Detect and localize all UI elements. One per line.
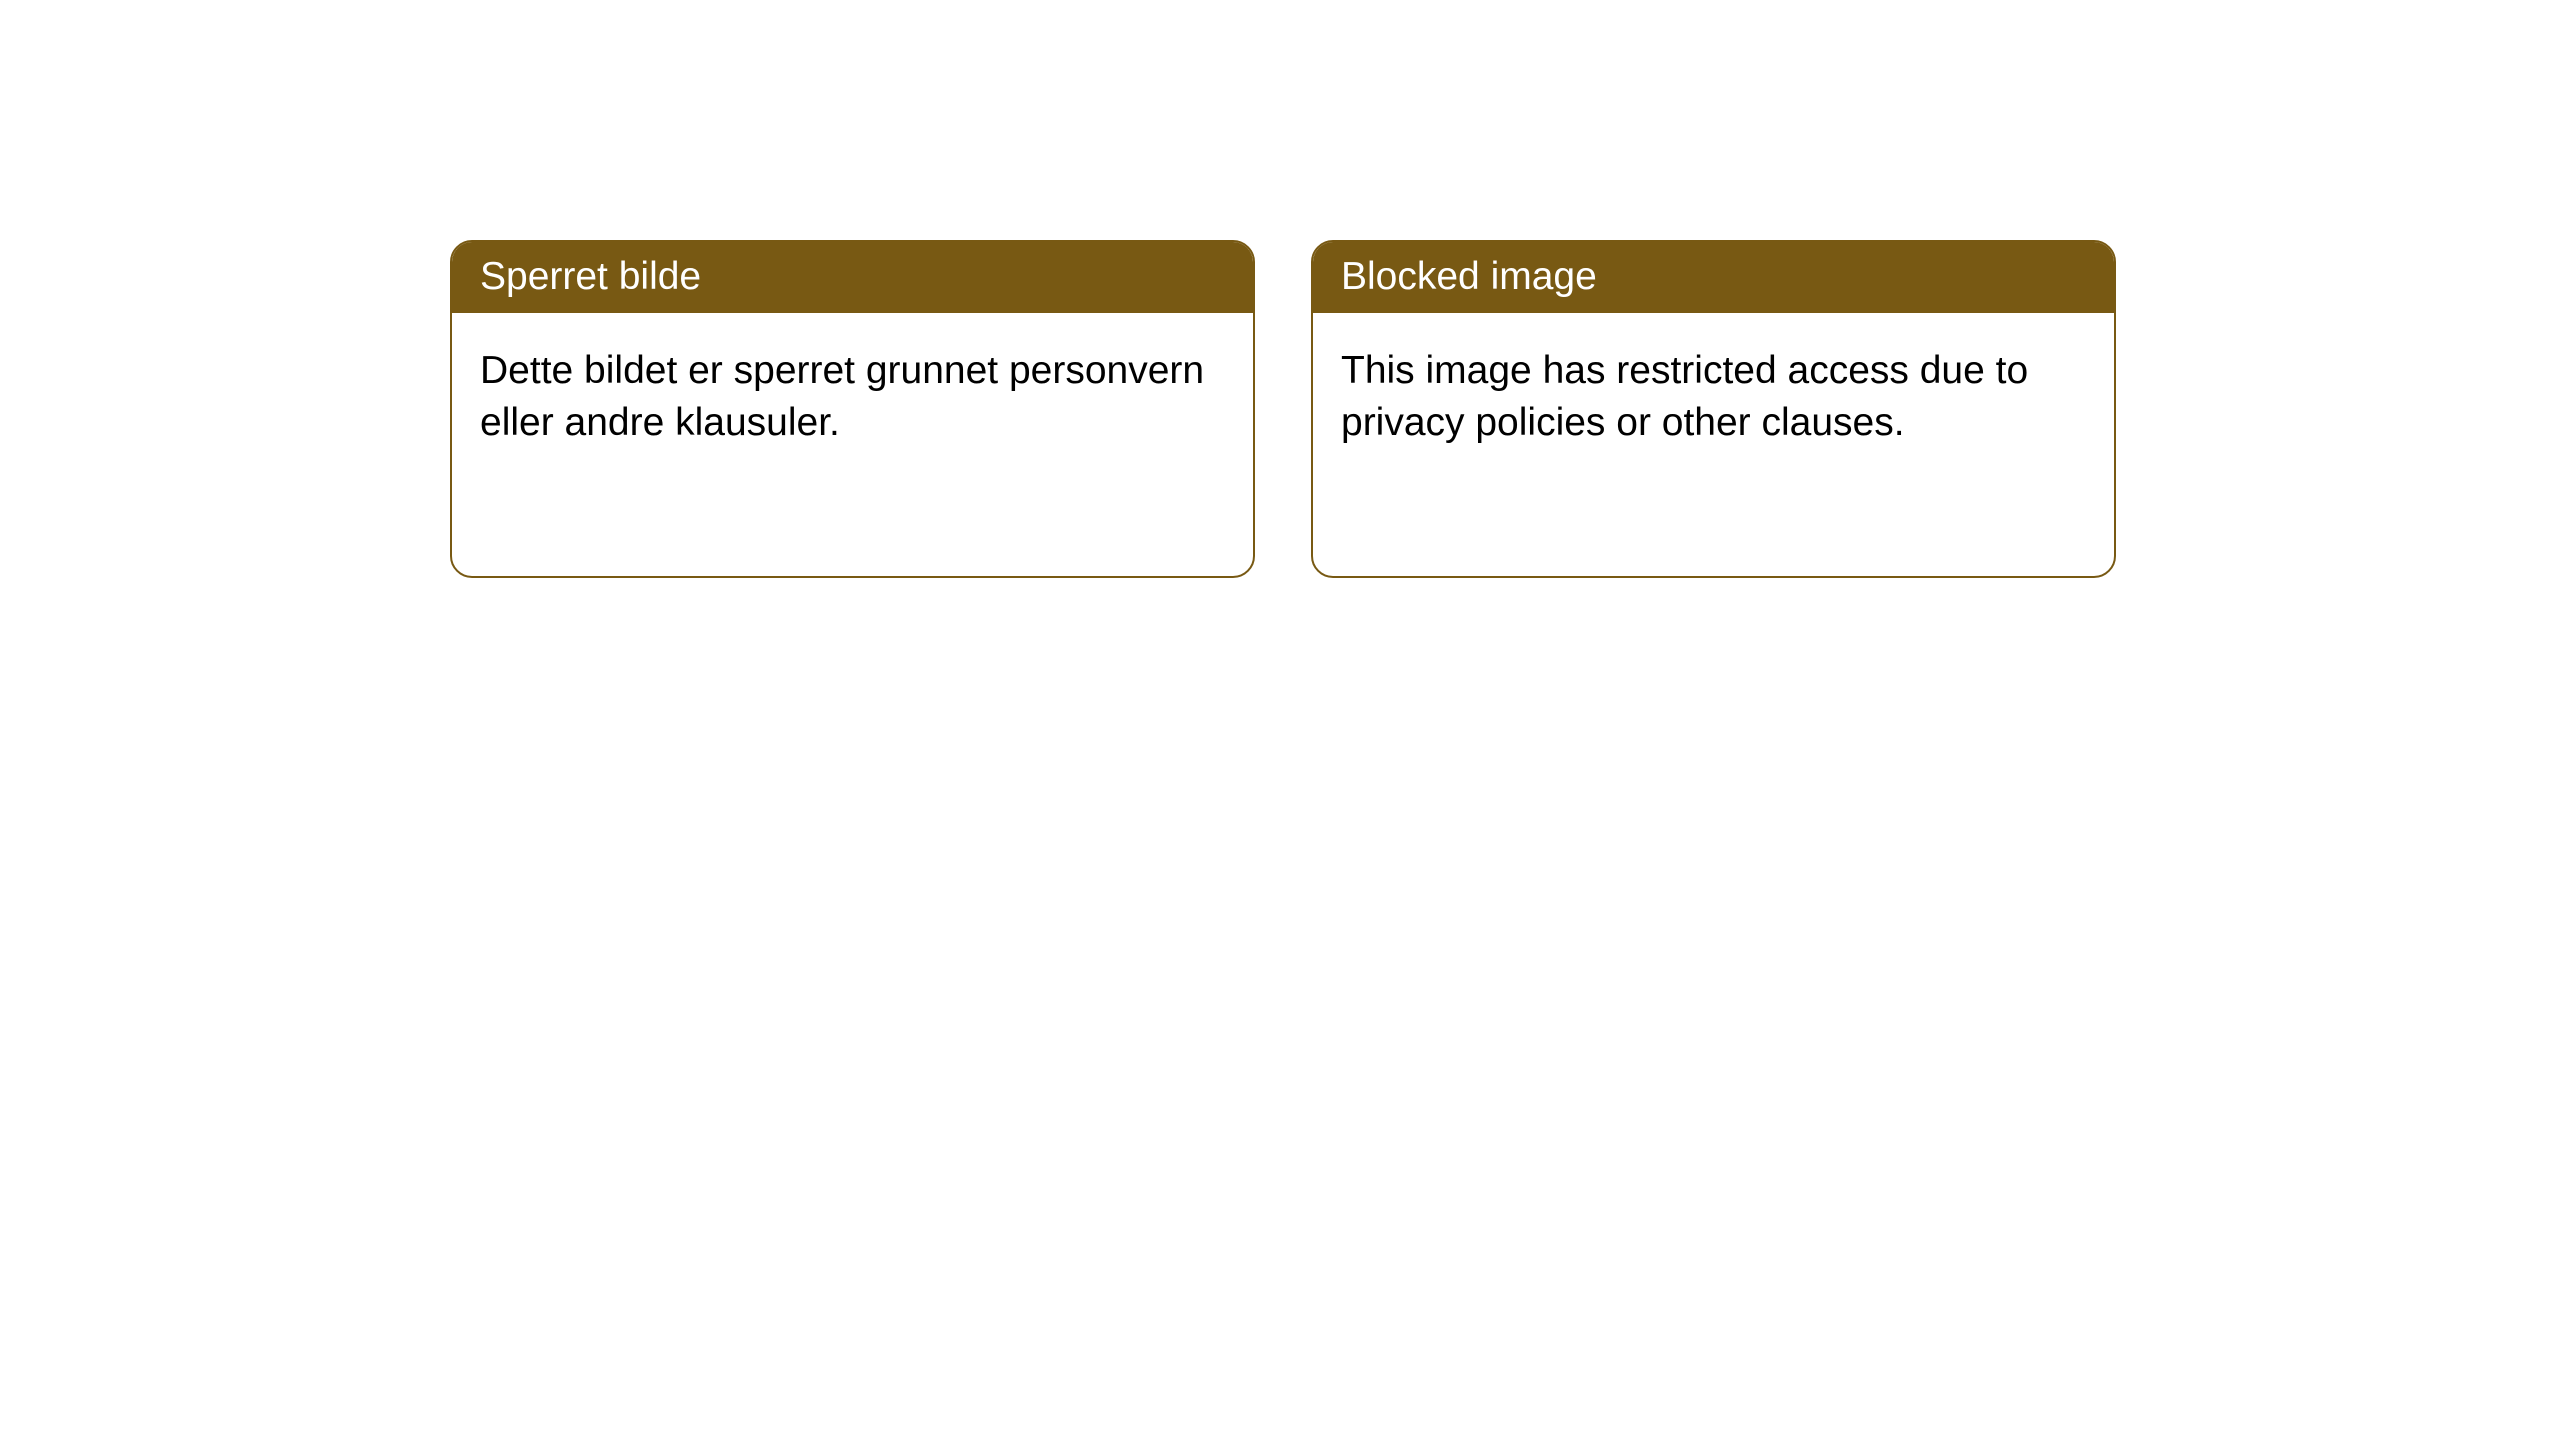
blocked-image-card-en: Blocked image This image has restricted … xyxy=(1311,240,2116,578)
card-title: Sperret bilde xyxy=(452,242,1253,313)
notice-container: Sperret bilde Dette bildet er sperret gr… xyxy=(0,0,2560,578)
card-title: Blocked image xyxy=(1313,242,2114,313)
blocked-image-card-no: Sperret bilde Dette bildet er sperret gr… xyxy=(450,240,1255,578)
card-body-text: This image has restricted access due to … xyxy=(1313,313,2114,482)
card-body-text: Dette bildet er sperret grunnet personve… xyxy=(452,313,1253,482)
